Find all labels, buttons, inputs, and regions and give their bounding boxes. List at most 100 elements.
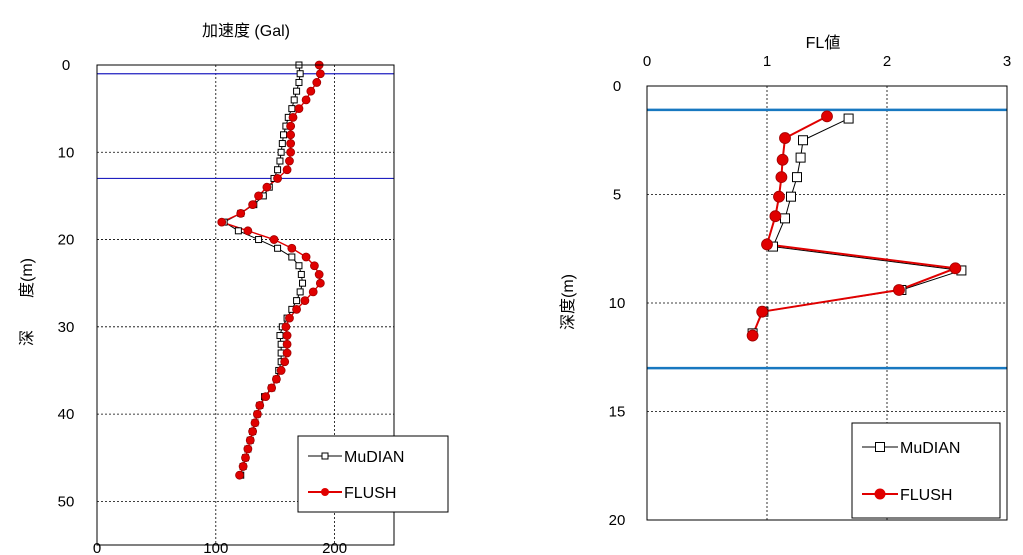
x-tick-label: 1 <box>763 53 771 70</box>
data-point-flush <box>245 435 255 445</box>
x-tick-label: 2 <box>883 53 891 70</box>
data-point-flush <box>243 444 253 454</box>
y-tick-label: 10 <box>58 144 75 161</box>
data-point-flush <box>269 235 279 244</box>
data-point-flush <box>312 78 322 87</box>
data-point-flush <box>292 304 301 314</box>
data-point-flush <box>821 110 833 123</box>
data-point-mudian <box>786 191 796 202</box>
data-point-flush <box>306 86 316 96</box>
data-point-flush <box>893 284 905 296</box>
data-point-mudian <box>277 148 285 156</box>
data-point-flush <box>238 462 248 471</box>
data-point-mudian <box>276 332 284 340</box>
data-point-mudian <box>780 213 790 224</box>
data-point-mudian <box>274 166 282 174</box>
reference-lines <box>97 73 394 180</box>
x-tick-labels: 0 1 2 3 <box>643 53 1011 70</box>
data-point-flush <box>282 165 292 175</box>
y-tick-label: 0 <box>62 57 70 74</box>
data-point-mudian <box>798 135 808 146</box>
data-point-flush <box>243 226 253 236</box>
data-point-flush <box>314 270 324 279</box>
data-point-flush <box>252 409 262 419</box>
data-point-mudian <box>274 244 282 252</box>
chart-title: 加速度 (Gal) <box>202 22 290 40</box>
data-point-mudian <box>293 87 301 95</box>
data-point-mudian <box>276 157 284 165</box>
y-tick-label: 20 <box>609 512 626 529</box>
data-point-flush <box>286 147 296 157</box>
y-tick-labels: 0 5 10 15 20 <box>609 78 626 529</box>
data-point-flush <box>217 217 227 227</box>
y-tick-label: 40 <box>58 406 75 423</box>
y-tick-label: 30 <box>58 319 75 336</box>
data-point-mudian <box>234 227 242 235</box>
data-point-mudian <box>295 78 303 86</box>
legend-marker-flush <box>874 488 886 500</box>
data-point-flush <box>271 374 281 384</box>
data-point-flush <box>286 139 296 148</box>
data-point-mudian <box>293 297 301 305</box>
data-point-flush <box>250 418 260 428</box>
data-point-flush <box>775 171 788 184</box>
data-point-flush <box>261 392 271 402</box>
data-point-mudian <box>280 131 288 139</box>
data-point-flush <box>288 112 298 122</box>
x-tick-label: 3 <box>1003 53 1011 70</box>
legend-marker-mudian <box>875 442 885 452</box>
data-point-flush <box>282 331 292 340</box>
data-point-flush <box>310 261 319 271</box>
data-point-flush <box>254 191 263 201</box>
legend: MuDIAN FLUSH <box>297 435 449 513</box>
data-point-flush <box>262 182 272 192</box>
data-point-flush <box>746 329 759 342</box>
data-point-flush <box>235 470 244 480</box>
data-point-flush <box>308 287 318 297</box>
plot-frame <box>646 85 1008 521</box>
data-point-mudian <box>843 113 854 124</box>
acceleration-depth-chart: 0 100 200 0 10 20 30 40 50 加速度 (Gal) 深 度(m) MuD… <box>18 22 449 555</box>
reference-lines <box>647 108 1007 370</box>
data-point-flush <box>756 305 769 318</box>
legend: MuDIAN FLUSH <box>851 422 1001 519</box>
legend-label-mudian: MuDIAN <box>900 440 960 457</box>
data-point-mudian <box>278 140 286 148</box>
data-point-flush <box>300 296 310 306</box>
data-point-mudian <box>792 172 802 183</box>
x-tick-label: 200 <box>322 540 347 555</box>
data-point-flush <box>301 95 311 105</box>
data-point-flush <box>294 104 304 114</box>
data-point-mudian <box>288 253 296 261</box>
legend-marker-mudian <box>321 452 329 460</box>
y-axis-label: 深度(m) <box>559 274 577 330</box>
y-tick-label: 10 <box>609 295 626 312</box>
legend-label-flush: FLUSH <box>344 485 396 502</box>
data-point-flush <box>273 174 282 183</box>
plot-frame <box>96 64 395 546</box>
x-tick-label: 100 <box>203 540 228 555</box>
data-point-flush <box>285 156 294 166</box>
data-point-flush <box>281 322 291 332</box>
data-point-mudian <box>288 105 296 113</box>
data-point-flush <box>315 278 325 288</box>
data-point-flush <box>286 121 296 131</box>
data-point-mudian <box>297 270 305 278</box>
data-point-flush <box>776 153 789 166</box>
y-tick-label: 5 <box>613 187 621 204</box>
data-point-flush <box>315 69 325 79</box>
series-group <box>746 110 967 342</box>
data-point-flush <box>761 238 773 251</box>
x-tick-labels: 0 100 200 <box>93 540 347 555</box>
y-tick-label: 0 <box>613 78 621 95</box>
fl-value-depth-chart: 0 1 2 3 0 5 10 15 20 FL値 深度(m) MuDIAN FLUSH <box>559 34 1011 529</box>
legend-label-mudian: MuDIAN <box>344 449 404 466</box>
data-point-mudian <box>255 236 263 244</box>
chart-title: FL値 <box>806 34 841 52</box>
data-point-flush <box>286 130 296 140</box>
data-point-mudian <box>296 288 304 296</box>
data-point-flush <box>255 400 265 410</box>
data-point-mudian <box>290 96 298 104</box>
data-point-flush <box>248 200 258 210</box>
